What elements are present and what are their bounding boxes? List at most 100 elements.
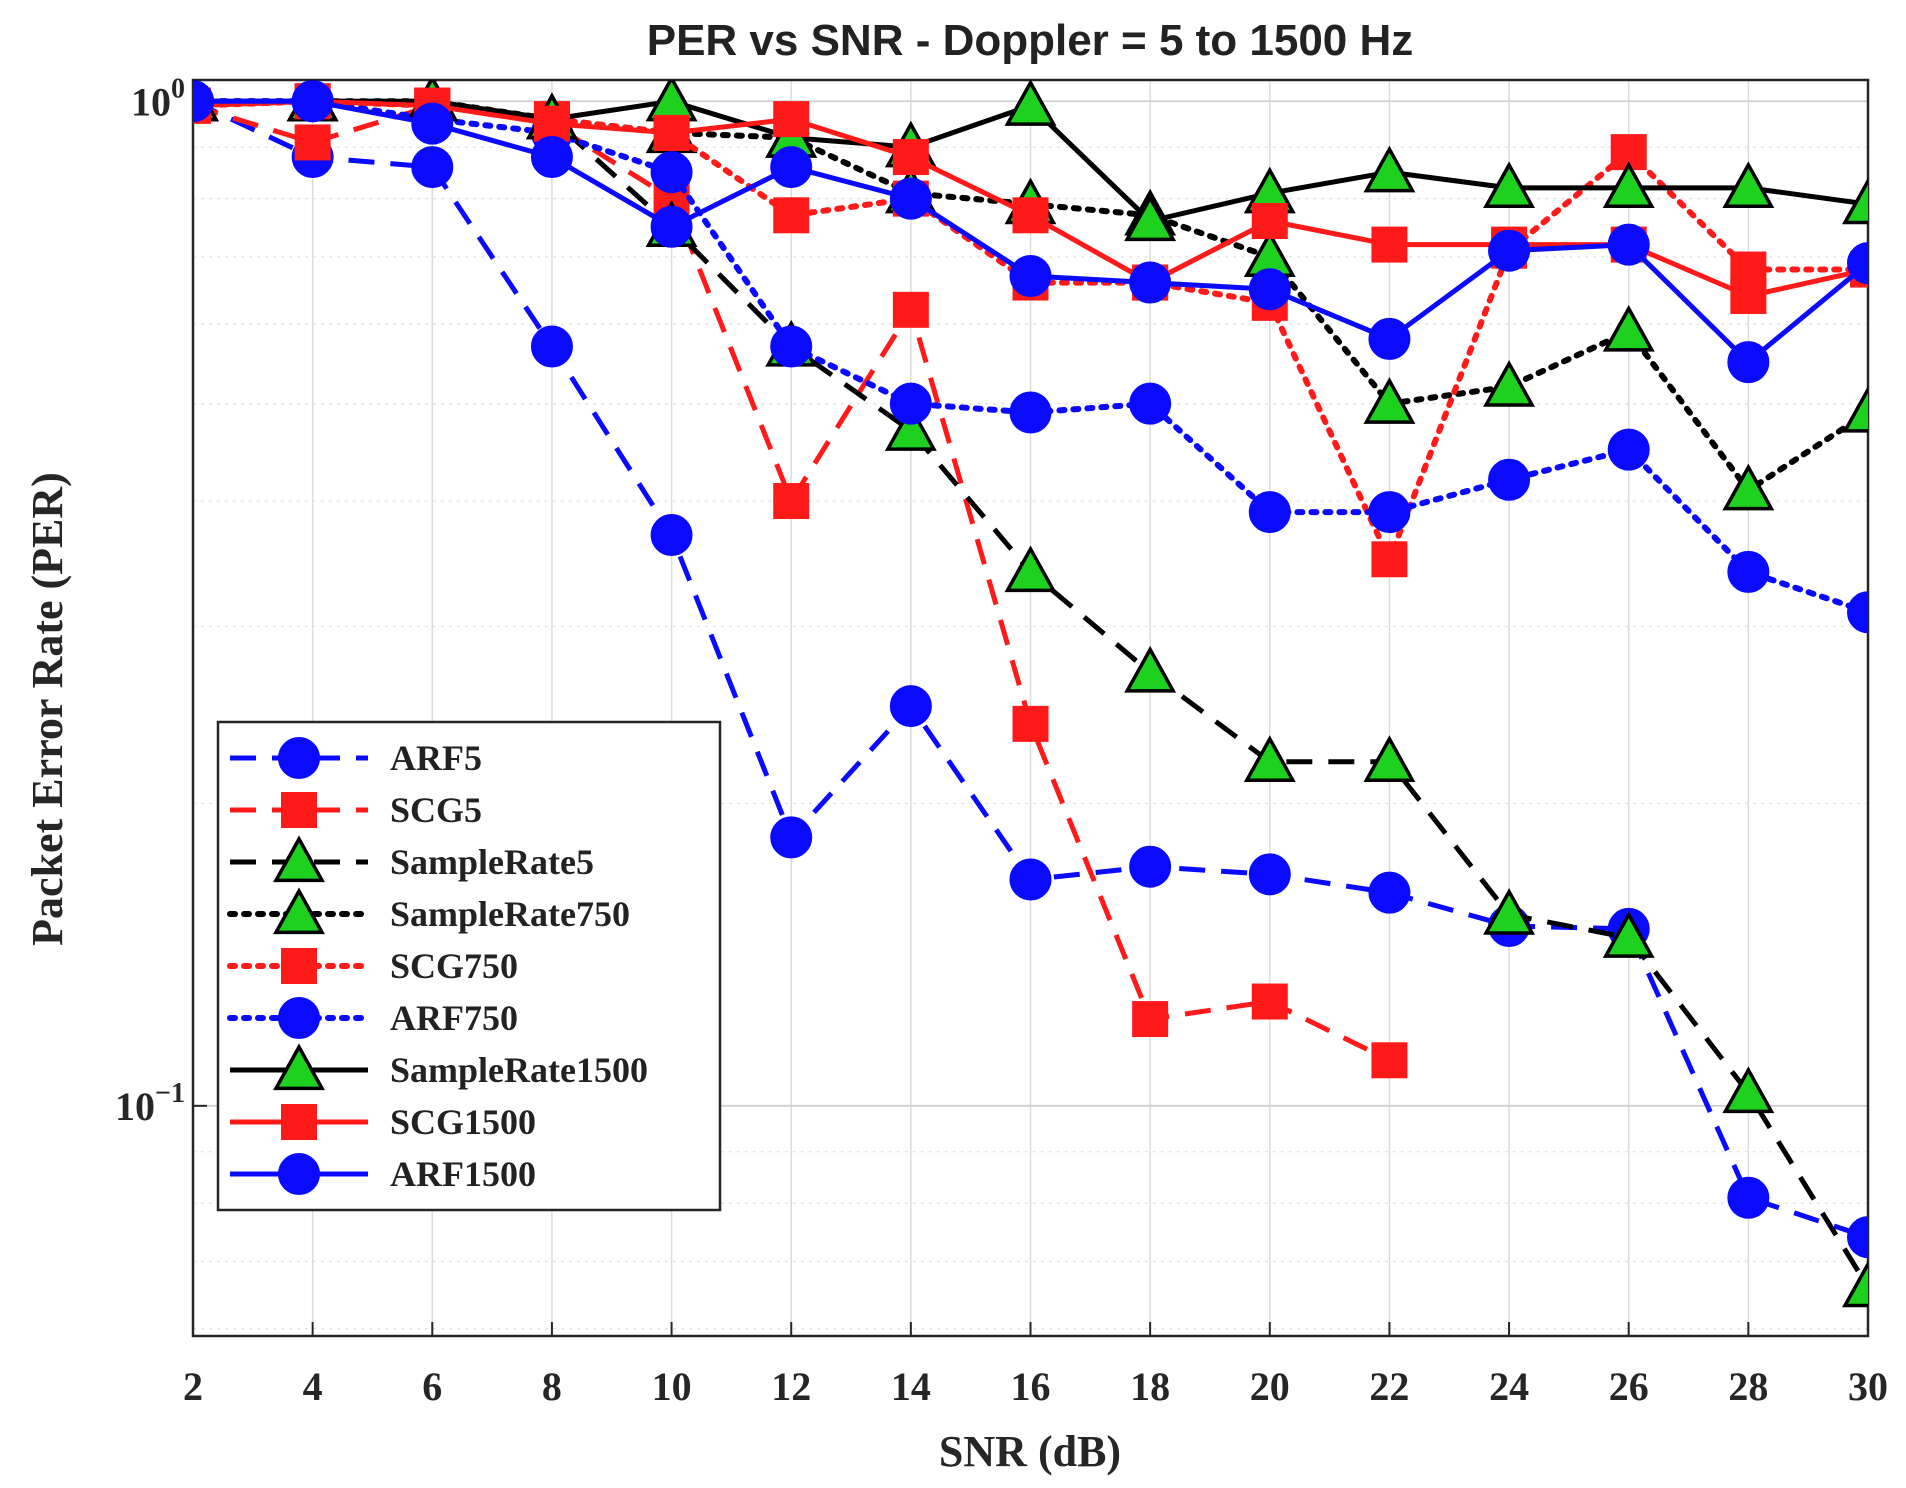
data-point	[1248, 491, 1291, 534]
data-point	[773, 197, 810, 234]
legend-swatch-marker	[281, 1104, 317, 1140]
legend-item: SCG1500	[230, 1102, 536, 1142]
data-point	[1722, 1066, 1775, 1114]
data-point	[1488, 458, 1531, 501]
data-point	[294, 124, 331, 161]
data-point	[645, 80, 698, 122]
legend-item: SampleRate5	[230, 835, 594, 883]
data-point	[1251, 203, 1288, 240]
data-point	[1004, 80, 1057, 126]
data-point	[1012, 705, 1049, 742]
x-tick-label: 28	[1728, 1364, 1768, 1409]
data-point	[773, 483, 810, 520]
y-axis-label: Packet Error Rate (PER)	[23, 472, 72, 946]
data-point	[1004, 545, 1057, 593]
data-point	[1371, 541, 1408, 578]
data-point	[1483, 888, 1536, 935]
legend-item: ARF1500	[230, 1153, 536, 1195]
x-tick-label: 30	[1848, 1364, 1888, 1409]
legend-label: SampleRate750	[390, 894, 630, 934]
data-point	[1009, 858, 1052, 901]
legend-swatch-marker	[273, 1043, 325, 1091]
data-point	[770, 146, 813, 189]
y-tick-labels: 100 10−1	[115, 73, 185, 1129]
x-tick-label: 2	[183, 1364, 203, 1409]
series-group	[193, 80, 1868, 1308]
data-point	[892, 139, 929, 176]
data-point	[1129, 261, 1172, 304]
legend-label: ARF1500	[390, 1154, 536, 1194]
x-tick-label: 8	[542, 1364, 562, 1409]
data-point	[1483, 359, 1536, 407]
data-point	[653, 114, 690, 151]
data-point	[530, 136, 573, 179]
legend-item: SCG750	[227, 946, 518, 986]
data-point	[1847, 1216, 1868, 1259]
data-point	[411, 102, 454, 145]
data-point	[1842, 177, 1868, 225]
data-point	[1368, 491, 1411, 534]
legend-label: SampleRate1500	[390, 1050, 648, 1090]
legend-swatch-marker	[273, 835, 325, 883]
data-point	[1483, 161, 1536, 209]
legend-swatch-marker	[278, 1153, 320, 1195]
x-tick-label: 6	[422, 1364, 442, 1409]
x-tick-label: 10	[652, 1364, 692, 1409]
data-point	[1730, 277, 1767, 314]
data-point	[411, 146, 454, 189]
data-point	[1009, 254, 1052, 297]
data-point	[889, 177, 932, 220]
data-point	[533, 105, 570, 142]
data-point	[291, 80, 334, 123]
y-tick-label: 10−1	[115, 1078, 185, 1129]
legend-swatch-marker	[278, 737, 320, 779]
legend-item: ARF5	[230, 737, 482, 779]
data-point	[1847, 242, 1868, 285]
data-point	[1248, 853, 1291, 896]
data-point	[770, 816, 813, 859]
x-tick-label: 22	[1369, 1364, 1409, 1409]
legend-label: SCG1500	[390, 1102, 536, 1142]
x-tick-label: 16	[1011, 1364, 1051, 1409]
data-point	[1124, 194, 1177, 242]
data-point	[650, 205, 693, 248]
legend-label: SampleRate5	[390, 842, 594, 882]
legend-item: ARF750	[227, 997, 518, 1039]
legend-label: ARF5	[390, 738, 482, 778]
x-tick-label: 24	[1489, 1364, 1529, 1409]
data-point	[1727, 341, 1770, 384]
data-point	[1727, 1176, 1770, 1219]
data-point	[1129, 845, 1172, 888]
data-point	[1722, 161, 1775, 209]
y-tick-label: 100	[131, 73, 185, 124]
data-point	[650, 151, 693, 194]
data-point	[1727, 550, 1770, 593]
data-point	[1847, 591, 1868, 634]
x-tick-label: 4	[303, 1364, 323, 1409]
data-point	[1124, 645, 1177, 693]
legend-label: SCG5	[390, 790, 482, 830]
data-point	[1842, 385, 1868, 433]
data-point	[1243, 735, 1296, 782]
data-point	[1488, 229, 1531, 272]
data-point	[773, 101, 810, 138]
data-point	[530, 325, 573, 368]
data-point	[1129, 382, 1172, 425]
data-point	[1009, 391, 1052, 434]
data-point	[1132, 1001, 1169, 1038]
data-point	[1602, 911, 1655, 958]
data-point	[1248, 268, 1291, 311]
data-point	[1371, 1042, 1408, 1079]
legend-label: SCG750	[390, 946, 518, 986]
data-point	[889, 382, 932, 425]
series-line	[193, 103, 1391, 1063]
data-point	[650, 514, 693, 557]
legend-swatch-marker	[281, 948, 317, 984]
x-tick-label: 12	[771, 1364, 811, 1409]
x-tick-label: 26	[1609, 1364, 1649, 1409]
data-point	[1363, 735, 1416, 782]
chart-title: PER vs SNR - Doppler = 5 to 1500 Hz	[647, 16, 1414, 65]
legend-swatch-marker	[273, 887, 325, 935]
data-point	[1363, 377, 1416, 424]
